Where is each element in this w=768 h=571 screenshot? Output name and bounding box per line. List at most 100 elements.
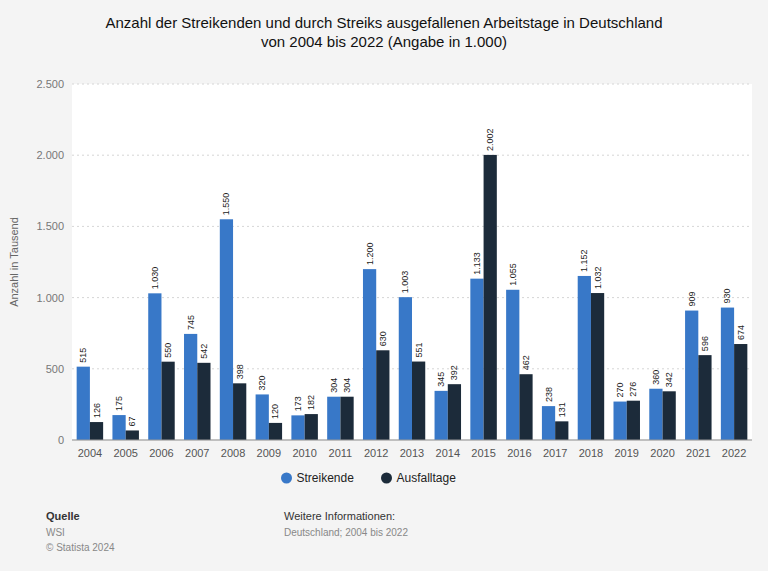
bar bbox=[519, 374, 532, 440]
data-label: 2.002 bbox=[485, 128, 495, 151]
grid-line bbox=[72, 440, 752, 441]
bar bbox=[148, 293, 161, 440]
y-tick-label: 1.500 bbox=[36, 220, 64, 232]
x-tick-label: 2011 bbox=[329, 447, 353, 459]
bar bbox=[470, 279, 483, 440]
bar bbox=[220, 219, 233, 440]
bar bbox=[506, 290, 519, 440]
bar bbox=[734, 344, 747, 440]
x-tick-label: 2017 bbox=[543, 447, 567, 459]
y-tick-label: 0 bbox=[58, 434, 64, 446]
data-label: 360 bbox=[651, 370, 661, 385]
data-label: 398 bbox=[235, 364, 245, 379]
bar bbox=[90, 422, 103, 440]
data-label: 1.032 bbox=[593, 267, 603, 290]
footer-text: WSI bbox=[46, 527, 65, 538]
bar bbox=[269, 423, 282, 440]
data-label: 270 bbox=[615, 383, 625, 398]
bar bbox=[197, 363, 210, 440]
bar bbox=[77, 367, 90, 440]
bar bbox=[435, 391, 448, 440]
bar bbox=[698, 355, 711, 440]
bars bbox=[77, 155, 748, 440]
data-label: 182 bbox=[306, 395, 316, 410]
data-label: 276 bbox=[628, 382, 638, 397]
x-tick-label: 2013 bbox=[400, 447, 424, 459]
data-label: 304 bbox=[342, 378, 352, 393]
bar bbox=[256, 394, 269, 440]
page: {"chart_data": { "type": "bar", "title":… bbox=[0, 0, 768, 571]
legend-label: Ausfalltage bbox=[397, 471, 457, 485]
data-label: 542 bbox=[199, 344, 209, 359]
data-label: 630 bbox=[378, 331, 388, 346]
x-tick-label: 2008 bbox=[221, 447, 245, 459]
data-label: 551 bbox=[414, 343, 424, 358]
footer-text: Deutschland; 2004 bis 2022 bbox=[284, 527, 408, 538]
bar bbox=[399, 297, 412, 440]
bar bbox=[613, 402, 626, 440]
data-label: 1.030 bbox=[150, 267, 160, 290]
data-label: 930 bbox=[722, 289, 732, 304]
bar bbox=[591, 293, 604, 440]
data-label: 1.550 bbox=[221, 193, 231, 216]
grid-line bbox=[72, 155, 752, 156]
x-tick-label: 2012 bbox=[364, 447, 388, 459]
y-tick-label: 1.000 bbox=[36, 292, 64, 304]
data-label: 1.133 bbox=[472, 252, 482, 275]
y-axis-label: Anzahl in Tausend bbox=[8, 217, 20, 307]
y-tick-label: 500 bbox=[46, 363, 64, 375]
legend-label: Streikende bbox=[297, 471, 355, 485]
x-tick-label: 2010 bbox=[292, 447, 316, 459]
bar bbox=[340, 397, 353, 440]
bar bbox=[184, 334, 197, 440]
legend-swatch bbox=[381, 473, 392, 484]
bar bbox=[327, 397, 340, 440]
bar bbox=[376, 350, 389, 440]
data-label: 550 bbox=[163, 343, 173, 358]
y-tick-label: 2.500 bbox=[36, 78, 64, 90]
x-tick-label: 2016 bbox=[507, 447, 531, 459]
x-tick-label: 2020 bbox=[650, 447, 674, 459]
data-label: 462 bbox=[521, 355, 531, 370]
x-tick-label: 2019 bbox=[614, 447, 638, 459]
x-tick-label: 2014 bbox=[436, 447, 460, 459]
bar bbox=[555, 421, 568, 440]
bar bbox=[721, 308, 734, 440]
footer-text: Quelle bbox=[46, 510, 80, 522]
footer-text: Weitere Informationen: bbox=[284, 510, 395, 522]
legend: Streikende Ausfalltage bbox=[281, 471, 456, 485]
data-label: 1.055 bbox=[508, 263, 518, 286]
bar bbox=[363, 269, 376, 440]
bar bbox=[484, 155, 497, 440]
data-label: 674 bbox=[736, 325, 746, 340]
data-label: 515 bbox=[78, 348, 88, 363]
x-tick-label: 2022 bbox=[722, 447, 746, 459]
bar bbox=[578, 276, 591, 440]
data-label: 67 bbox=[127, 416, 137, 426]
data-labels: 5151751.0307451.5503201733041.2001.00334… bbox=[78, 128, 745, 426]
bar bbox=[112, 415, 125, 440]
bar bbox=[233, 383, 246, 440]
data-label: 909 bbox=[687, 292, 697, 307]
x-tick-label: 2007 bbox=[185, 447, 209, 459]
background bbox=[0, 0, 768, 571]
data-label: 126 bbox=[92, 403, 102, 418]
x-tick-label: 2004 bbox=[78, 447, 102, 459]
y-tick-label: 2.000 bbox=[36, 149, 64, 161]
bar bbox=[305, 414, 318, 440]
data-label: 173 bbox=[293, 396, 303, 411]
x-tick-label: 2005 bbox=[113, 447, 137, 459]
bar bbox=[663, 391, 676, 440]
bar bbox=[126, 430, 139, 440]
data-label: 175 bbox=[114, 396, 124, 411]
bar bbox=[649, 389, 662, 440]
data-label: 745 bbox=[186, 315, 196, 330]
x-tick-label: 2006 bbox=[149, 447, 173, 459]
data-label: 1.152 bbox=[579, 249, 589, 272]
title-line: von 2004 bis 2022 (Angabe in 1.000) bbox=[261, 33, 507, 50]
data-label: 1.200 bbox=[365, 243, 375, 266]
data-label: 304 bbox=[329, 378, 339, 393]
chart: Anzahl der Streikenden und durch Streiks… bbox=[0, 0, 768, 571]
data-label: 131 bbox=[557, 402, 567, 417]
bar bbox=[412, 362, 425, 440]
